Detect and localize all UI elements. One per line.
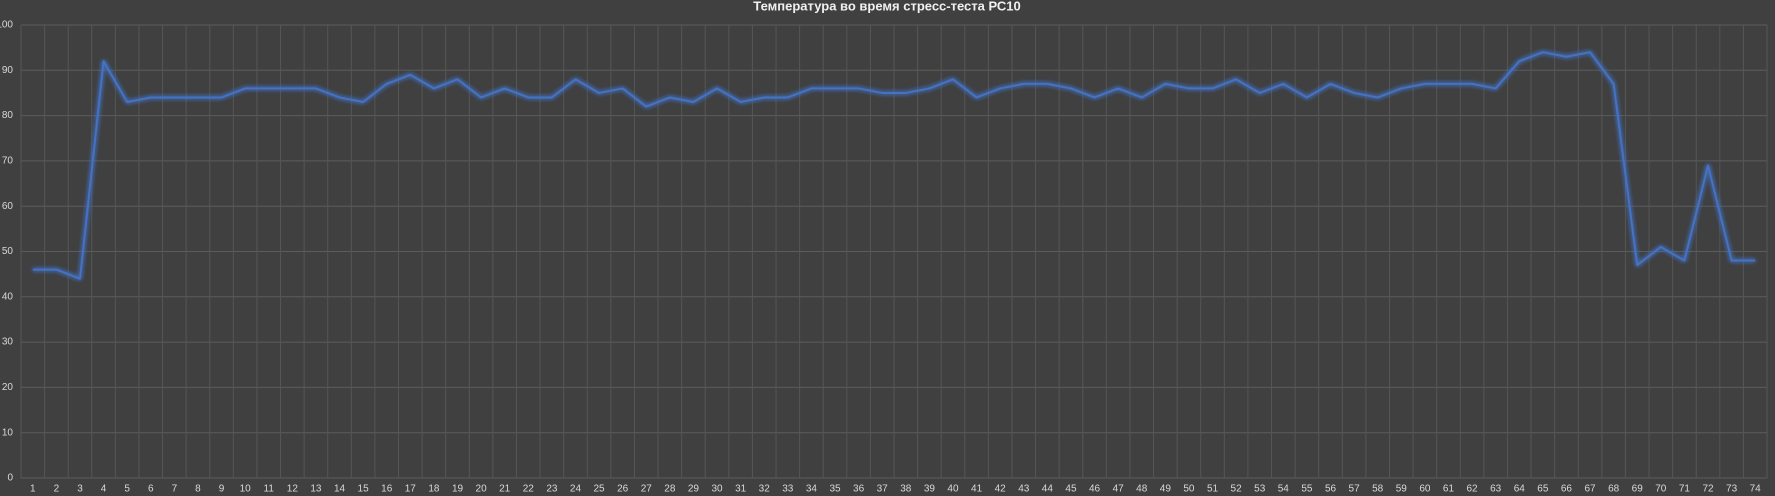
x-tick-label: 22 <box>523 484 535 495</box>
x-tick-label: 43 <box>1018 484 1030 495</box>
x-tick-label: 46 <box>1089 484 1101 495</box>
y-tick-label: 100 <box>0 20 13 31</box>
y-tick-label: 80 <box>2 110 14 121</box>
x-tick-label: 12 <box>287 484 299 495</box>
x-tick-label: 9 <box>219 484 225 495</box>
x-tick-label: 67 <box>1584 484 1596 495</box>
x-tick-label: 34 <box>806 484 818 495</box>
x-tick-label: 57 <box>1349 484 1361 495</box>
x-tick-label: 33 <box>782 484 794 495</box>
x-tick-label: 2 <box>54 484 60 495</box>
x-tick-label: 72 <box>1702 484 1714 495</box>
x-tick-label: 36 <box>853 484 865 495</box>
x-tick-label: 27 <box>641 484 653 495</box>
x-tick-label: 40 <box>947 484 959 495</box>
x-tick-label: 74 <box>1750 484 1762 495</box>
x-tick-label: 31 <box>735 484 747 495</box>
x-tick-label: 18 <box>428 484 440 495</box>
x-tick-label: 54 <box>1278 484 1290 495</box>
x-tick-label: 30 <box>711 484 723 495</box>
x-tick-label: 73 <box>1726 484 1738 495</box>
x-tick-label: 20 <box>476 484 488 495</box>
x-tick-label: 63 <box>1490 484 1502 495</box>
y-tick-label: 50 <box>2 246 14 257</box>
x-tick-label: 45 <box>1065 484 1077 495</box>
x-tick-label: 71 <box>1679 484 1691 495</box>
x-tick-label: 51 <box>1207 484 1219 495</box>
x-tick-label: 65 <box>1537 484 1549 495</box>
x-tick-label: 48 <box>1136 484 1148 495</box>
x-tick-label: 39 <box>924 484 936 495</box>
x-tick-label: 69 <box>1632 484 1644 495</box>
x-tick-label: 53 <box>1254 484 1266 495</box>
x-tick-label: 66 <box>1561 484 1573 495</box>
y-tick-label: 40 <box>2 291 14 302</box>
x-tick-label: 10 <box>240 484 252 495</box>
x-tick-label: 59 <box>1396 484 1408 495</box>
y-tick-label: 70 <box>2 156 14 167</box>
line <box>32 51 1756 280</box>
x-tick-label: 64 <box>1514 484 1526 495</box>
y-tick-label: 20 <box>2 382 14 393</box>
x-tick-label: 5 <box>124 484 130 495</box>
y-tick-label: 30 <box>2 337 14 348</box>
x-tick-label: 60 <box>1419 484 1431 495</box>
x-tick-label: 37 <box>877 484 889 495</box>
x-tick-label: 52 <box>1231 484 1243 495</box>
x-tick-label: 6 <box>148 484 154 495</box>
x-tick-label: 8 <box>195 484 201 495</box>
x-tick-label: 56 <box>1325 484 1337 495</box>
x-tick-label: 44 <box>1042 484 1054 495</box>
x-tick-label: 24 <box>570 484 582 495</box>
y-tick-label: 10 <box>2 427 14 438</box>
x-tick-label: 25 <box>594 484 606 495</box>
x-tick-label: 32 <box>759 484 771 495</box>
x-tick-label: 29 <box>688 484 700 495</box>
x-tick-label: 70 <box>1655 484 1667 495</box>
x-tick-label: 21 <box>499 484 511 495</box>
x-tick-label: 13 <box>310 484 322 495</box>
x-tick-label: 11 <box>264 484 275 495</box>
x-tick-label: 58 <box>1372 484 1384 495</box>
x-tick-label: 62 <box>1467 484 1479 495</box>
chart-title: Температура во время стресс-теста РС10 <box>753 0 1020 13</box>
x-tick-label: 35 <box>829 484 841 495</box>
x-tick-label: 16 <box>381 484 393 495</box>
x-tick-label: 61 <box>1443 484 1455 495</box>
y-tick-label: 0 <box>7 473 13 484</box>
x-tick-label: 15 <box>358 484 370 495</box>
x-tick-label: 17 <box>405 484 417 495</box>
x-tick-label: 19 <box>452 484 464 495</box>
y-tick-label: 90 <box>2 65 14 76</box>
x-tick-label: 23 <box>546 484 558 495</box>
x-tick-label: 7 <box>172 484 178 495</box>
x-tick-label: 28 <box>664 484 676 495</box>
y-tick-label: 60 <box>2 201 14 212</box>
x-tick-label: 49 <box>1160 484 1172 495</box>
x-tick-label: 1 <box>30 484 36 495</box>
x-tick-label: 3 <box>77 484 83 495</box>
x-tick-label: 50 <box>1183 484 1195 495</box>
x-tick-label: 41 <box>971 484 983 495</box>
x-tick-label: 14 <box>334 484 346 495</box>
x-tick-label: 26 <box>617 484 629 495</box>
x-tick-label: 38 <box>900 484 912 495</box>
x-tick-label: 4 <box>101 484 107 495</box>
x-tick-label: 47 <box>1113 484 1125 495</box>
x-tick-label: 42 <box>995 484 1007 495</box>
x-tick-label: 68 <box>1608 484 1620 495</box>
x-tick-label: 55 <box>1301 484 1313 495</box>
